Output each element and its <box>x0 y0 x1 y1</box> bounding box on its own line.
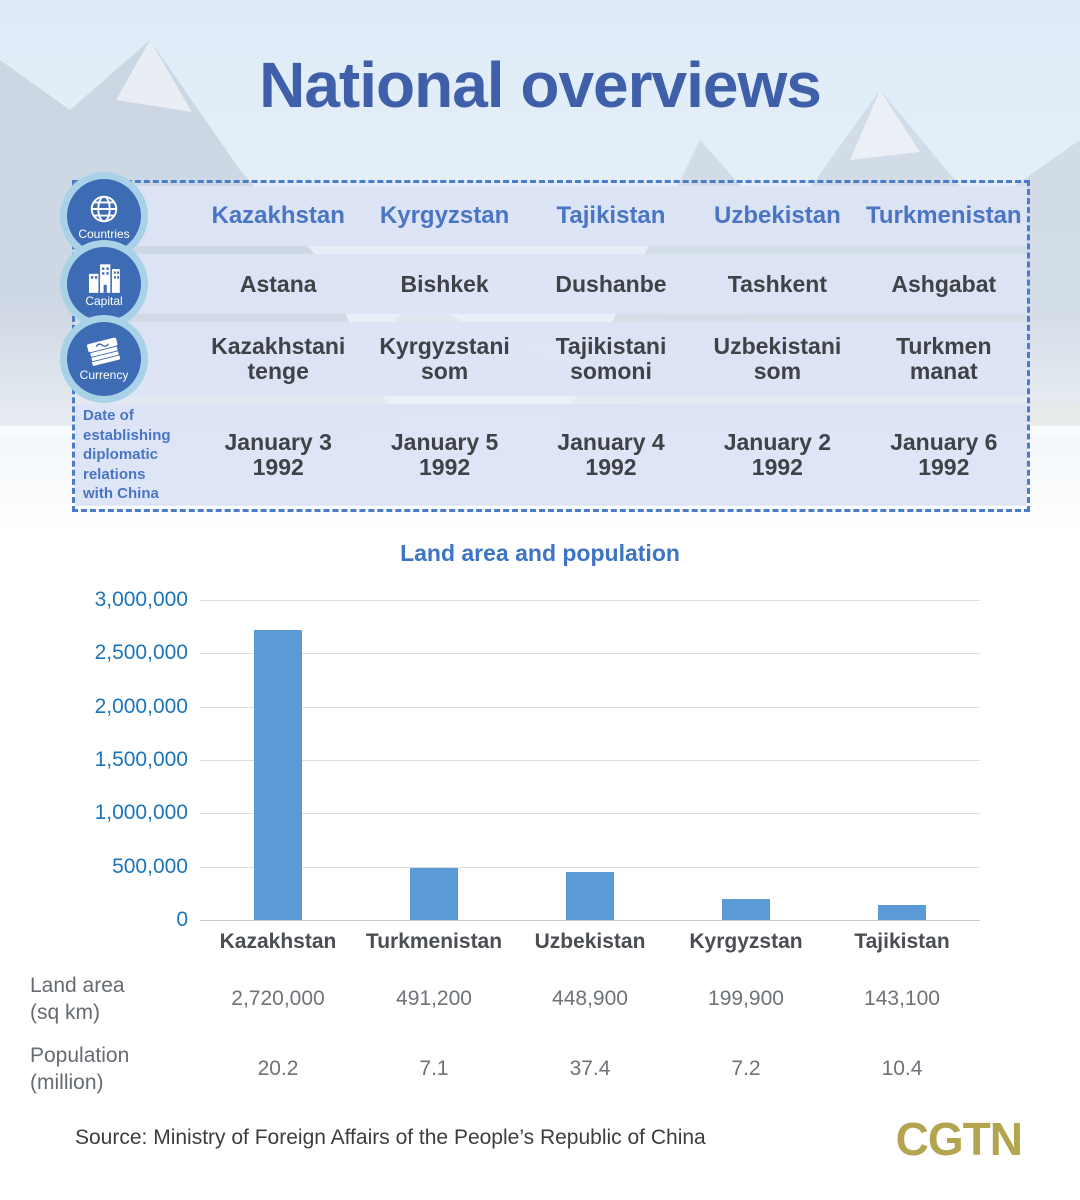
land-area-value: 448,900 <box>552 987 628 1011</box>
table-row-currency: Currency Kazakhstani tenge Kyrgyzstani s… <box>60 315 1027 403</box>
bar-uzbekistan <box>566 872 614 920</box>
population-row: Population (million) 20.2 7.1 37.4 7.2 1… <box>15 1042 980 1097</box>
table-row-countries: Countries Kazakhstan Kyrgyzstan Tajikist… <box>60 172 1027 260</box>
land-area-value: 2,720,000 <box>231 987 325 1011</box>
table-cell: Kyrgyzstan <box>379 202 510 230</box>
land-area-value: 491,200 <box>396 987 472 1011</box>
table-cell: Tajikistani somoni <box>555 333 667 384</box>
table-cell: Uzbekistani som <box>713 333 842 384</box>
gridline <box>200 760 980 761</box>
population-value: 37.4 <box>569 1057 611 1081</box>
plot-area <box>200 600 980 921</box>
land-area-value: 199,900 <box>708 987 784 1011</box>
table-cell: January 4 1992 <box>557 429 665 480</box>
table-cell: Bishkek <box>400 270 489 297</box>
table-cell: Tashkent <box>727 270 828 297</box>
badge-label: Currency <box>79 367 129 382</box>
table-cell: January 6 1992 <box>890 429 998 480</box>
land-area-bar-chart: 3,000,000 2,500,000 2,000,000 1,500,000 … <box>15 588 980 931</box>
y-axis: 3,000,000 2,500,000 2,000,000 1,500,000 … <box>15 588 188 931</box>
table-cell: Astana <box>239 270 317 297</box>
table-cell: Ashgabat <box>891 270 997 297</box>
bar-kazakhstan <box>254 630 302 920</box>
badge-label: Capital <box>85 293 123 308</box>
x-axis-label: Turkmenistan <box>365 930 503 953</box>
globe-icon <box>87 192 121 226</box>
land-area-row: Land area (sq km) 2,720,000 491,200 448,… <box>15 972 980 1027</box>
x-axis-label: Kazakhstan <box>219 930 337 953</box>
table-row-capital: Capital Astana Bishkek Dushanbe Tashkent… <box>60 240 1027 328</box>
bars <box>200 600 980 920</box>
x-axis-label: Tajikistan <box>854 930 950 953</box>
gridline <box>200 866 980 868</box>
y-axis-tick: 0 <box>176 908 188 931</box>
bar-tajikistan <box>878 905 926 920</box>
table-cell: Kyrgyzstani som <box>379 333 510 384</box>
y-axis-tick: 2,500,000 <box>94 641 188 665</box>
land-area-value: 143,100 <box>864 987 940 1011</box>
table-cell: Turkmen manat <box>896 333 992 384</box>
x-axis-label: Uzbekistan <box>534 930 646 953</box>
gridline <box>200 600 980 601</box>
table-cell: Uzbekistan <box>714 202 841 230</box>
source-attribution: Source: Ministry of Foreign Affairs of t… <box>75 1126 706 1149</box>
gridline <box>200 706 980 708</box>
gridline <box>200 813 980 815</box>
table-cell: Kazakhstan <box>211 202 345 230</box>
table-cell: Turkmenistan <box>865 202 1022 230</box>
y-axis-tick: 1,000,000 <box>94 801 188 825</box>
gridline <box>200 653 980 655</box>
country-info-table: Countries Kazakhstan Kyrgyzstan Tajikist… <box>60 172 1030 512</box>
population-row-label: Population (million) <box>30 1044 130 1095</box>
population-value: 7.2 <box>731 1057 761 1081</box>
currency-badge: Currency <box>60 315 148 403</box>
table-cell: January 5 1992 <box>390 429 499 480</box>
page-title: National overviews <box>259 49 822 121</box>
bar-kyrgyzstan <box>722 899 770 920</box>
cgtn-logo: CGTN <box>895 1113 1023 1165</box>
population-value: 20.2 <box>257 1057 299 1081</box>
badge-label: Countries <box>78 226 130 241</box>
banknotes-icon <box>84 337 124 367</box>
x-axis-labels: Kazakhstan Turkmenistan Uzbekistan Kyrgy… <box>15 930 980 954</box>
city-buildings-icon <box>85 261 123 293</box>
land-area-row-label: Land area (sq km) <box>30 974 125 1025</box>
table-row-diplomatic-dates: Date of establishing diplomatic relation… <box>75 404 1027 506</box>
x-axis-line <box>200 920 980 921</box>
y-axis-tick: 3,000,000 <box>94 588 188 611</box>
bar-turkmenistan <box>410 868 458 920</box>
population-value: 10.4 <box>881 1057 923 1081</box>
y-axis-tick: 2,000,000 <box>94 694 188 718</box>
capital-badge: Capital <box>60 240 148 328</box>
chart-title: Land area and population <box>400 540 680 566</box>
x-axis-label: Kyrgyzstan <box>689 930 803 953</box>
y-axis-tick: 1,500,000 <box>94 748 188 771</box>
table-cell: Tajikistan <box>556 202 666 230</box>
table-cell: January 3 1992 <box>224 429 332 480</box>
table-cell: Dushanbe <box>555 270 667 297</box>
diplomatic-dates-label: Date of establishing diplomatic relation… <box>83 407 171 503</box>
table-cell: January 2 1992 <box>723 429 832 480</box>
table-cell: Kazakhstani tenge <box>211 333 346 384</box>
y-axis-tick: 500,000 <box>112 854 188 878</box>
population-value: 7.1 <box>419 1057 449 1081</box>
